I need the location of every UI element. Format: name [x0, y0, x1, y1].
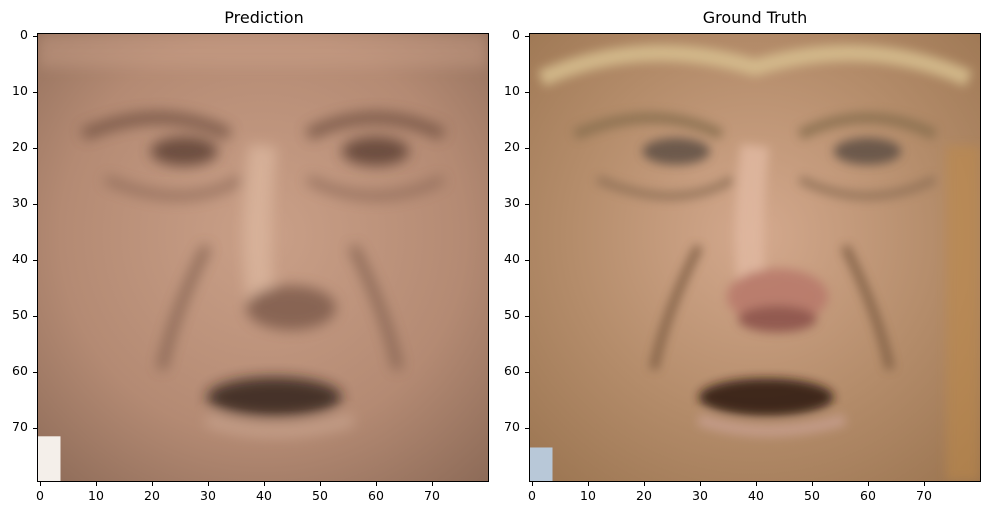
y-tick-label: 50 [504, 307, 520, 322]
x-tick-label: 70 [424, 488, 440, 503]
x-tick-label: 30 [200, 488, 216, 503]
x-tick-label: 50 [804, 488, 820, 503]
y-tick-label: 50 [12, 307, 28, 322]
prediction-face-image [38, 34, 488, 481]
y-tick-label: 30 [12, 195, 28, 210]
ground-truth-image [529, 33, 981, 482]
y-tick-label: 70 [504, 419, 520, 434]
x-tick-label: 10 [88, 488, 104, 503]
ground-truth-title: Ground Truth [702, 8, 808, 27]
y-tick-label: 10 [504, 83, 520, 98]
prediction-image [37, 33, 489, 482]
y-tick-label: 40 [12, 251, 28, 266]
x-tick-label: 0 [36, 488, 44, 503]
x-tick-label: 40 [256, 488, 272, 503]
y-tick-label: 20 [12, 139, 28, 154]
x-tick-label: 50 [312, 488, 328, 503]
y-tick-label: 10 [12, 83, 28, 98]
x-tick-label: 40 [748, 488, 764, 503]
y-tick-label: 0 [512, 27, 520, 42]
y-tick-label: 60 [12, 363, 28, 378]
y-tick-label: 30 [504, 195, 520, 210]
y-tick-label: 0 [20, 27, 28, 42]
ground-truth-face-image [530, 34, 980, 481]
ground-truth-panel: Ground Truth [490, 0, 990, 516]
y-tick-label: 20 [504, 139, 520, 154]
y-tick-label: 60 [504, 363, 520, 378]
prediction-panel: Prediction [0, 0, 489, 516]
x-tick-label: 70 [916, 488, 932, 503]
x-tick-label: 10 [580, 488, 596, 503]
y-tick-label: 40 [504, 251, 520, 266]
x-tick-label: 20 [636, 488, 652, 503]
prediction-title: Prediction [224, 8, 304, 27]
x-tick-label: 60 [368, 488, 384, 503]
y-tick-label: 70 [12, 419, 28, 434]
x-tick-label: 0 [528, 488, 536, 503]
x-tick-label: 30 [692, 488, 708, 503]
x-tick-label: 20 [144, 488, 160, 503]
x-tick-label: 60 [860, 488, 876, 503]
